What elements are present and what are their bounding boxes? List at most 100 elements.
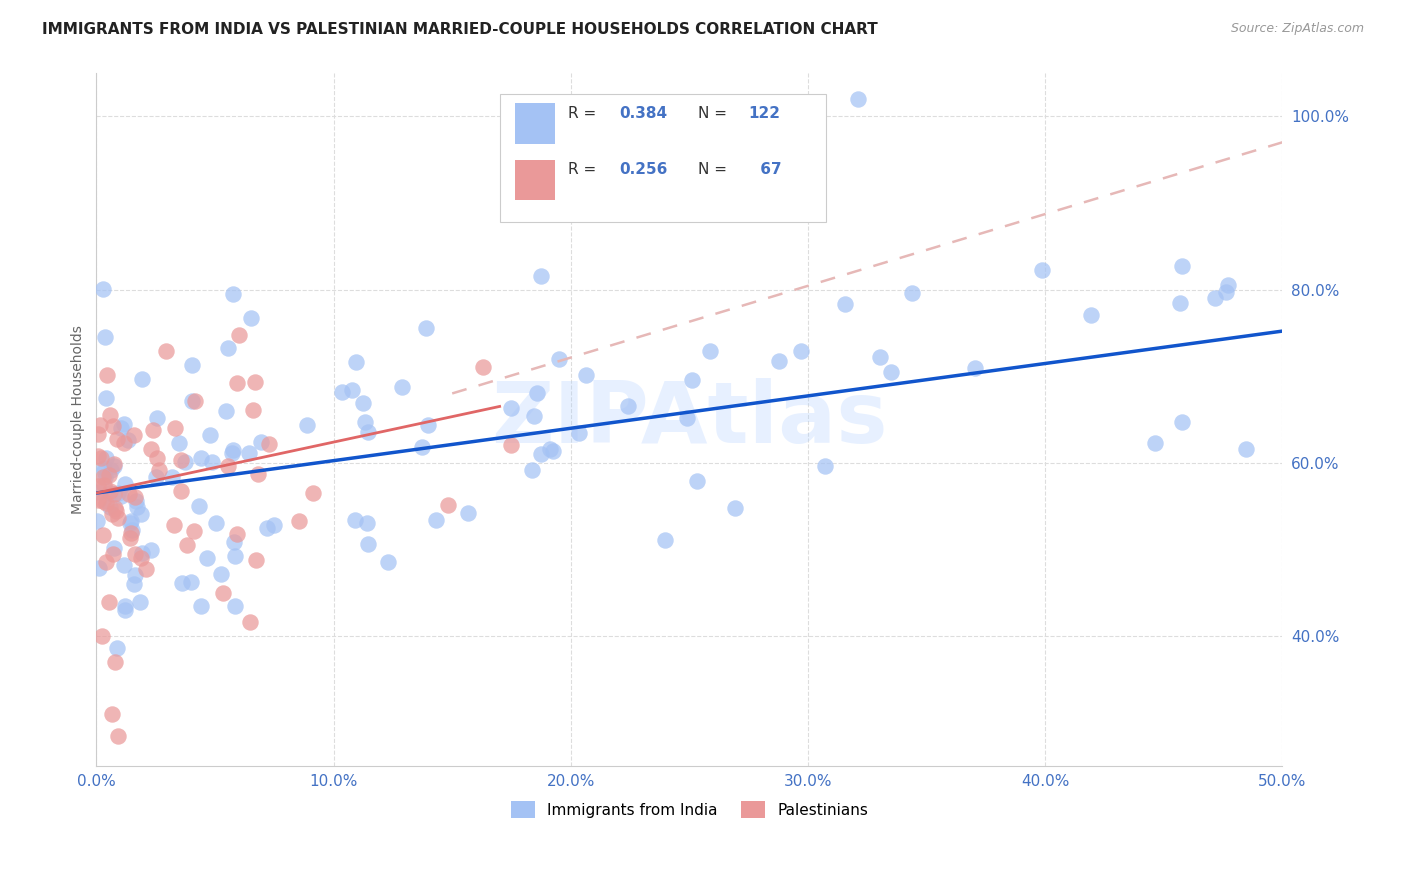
Point: [575, 368, 598, 382]
Point: [245, 375, 267, 389]
Point: [699, 343, 721, 358]
FancyBboxPatch shape: [499, 94, 825, 222]
Point: [127, 500, 149, 514]
Point: [122, 577, 145, 591]
Point: [901, 285, 924, 300]
Point: [146, 410, 169, 425]
Point: [174, 455, 197, 469]
Point: [98, 483, 121, 498]
Point: [103, 458, 125, 473]
Point: [87, 449, 110, 463]
Point: [148, 463, 170, 477]
Point: [681, 373, 703, 387]
Text: Source: ZipAtlas.com: Source: ZipAtlas.com: [1230, 22, 1364, 36]
Point: [616, 399, 638, 413]
Point: [221, 287, 243, 301]
Point: [103, 487, 125, 501]
Point: [124, 547, 146, 561]
Point: [240, 311, 263, 326]
Point: [105, 641, 128, 656]
Point: [93, 478, 115, 492]
Point: [416, 417, 439, 432]
Point: [155, 344, 177, 359]
Point: [499, 401, 522, 416]
Point: [301, 486, 323, 500]
Point: [1171, 415, 1194, 429]
Point: [118, 531, 141, 545]
Point: [105, 432, 128, 446]
Point: [377, 555, 399, 569]
Point: [176, 538, 198, 552]
Point: [101, 548, 124, 562]
Point: [162, 470, 184, 484]
Point: [183, 524, 205, 538]
Point: [100, 463, 122, 477]
Point: [129, 550, 152, 565]
Point: [131, 507, 153, 521]
Point: [184, 393, 207, 408]
Point: [288, 514, 311, 528]
Point: [239, 615, 262, 629]
Point: [104, 655, 127, 669]
Point: [107, 486, 129, 500]
Point: [103, 457, 125, 471]
Point: [94, 391, 117, 405]
Point: [198, 427, 221, 442]
Point: [1080, 308, 1102, 322]
Point: [91, 629, 114, 643]
Point: [526, 386, 548, 401]
Point: [89, 450, 111, 465]
Text: N =: N =: [697, 105, 731, 120]
Point: [96, 555, 118, 569]
Point: [205, 516, 228, 531]
Point: [163, 518, 186, 533]
Text: 67: 67: [755, 162, 782, 178]
Point: [834, 297, 856, 311]
Point: [415, 321, 437, 335]
Legend: Immigrants from India, Palestinians: Immigrants from India, Palestinians: [505, 795, 875, 824]
Point: [107, 510, 129, 524]
Point: [259, 437, 281, 451]
Point: [181, 358, 204, 372]
Point: [548, 352, 571, 367]
Point: [96, 368, 118, 383]
Point: [1215, 285, 1237, 299]
Point: [879, 365, 901, 379]
Point: [217, 341, 239, 355]
Point: [963, 361, 986, 376]
Point: [100, 706, 122, 721]
Point: [195, 551, 218, 566]
Point: [869, 350, 891, 364]
Point: [146, 450, 169, 465]
Point: [170, 575, 193, 590]
Point: [142, 423, 165, 437]
Point: [221, 446, 243, 460]
Point: [91, 283, 114, 297]
Point: [768, 354, 790, 368]
Point: [190, 451, 212, 466]
Point: [129, 595, 152, 609]
Point: [225, 526, 247, 541]
Point: [104, 500, 127, 515]
Point: [457, 506, 479, 520]
Point: [114, 417, 136, 431]
Point: [87, 478, 110, 492]
Text: ZIPAtlas: ZIPAtlas: [491, 378, 887, 461]
Point: [676, 411, 699, 425]
Point: [110, 489, 132, 503]
Point: [790, 343, 813, 358]
Point: [340, 383, 363, 397]
Y-axis label: Married-couple Households: Married-couple Households: [72, 325, 86, 514]
Point: [91, 470, 114, 484]
Point: [86, 514, 108, 528]
Point: [217, 458, 239, 473]
Point: [112, 435, 135, 450]
Point: [94, 470, 117, 484]
Point: [352, 395, 374, 409]
Point: [222, 534, 245, 549]
Point: [242, 403, 264, 417]
Point: [93, 464, 115, 478]
Point: [357, 425, 380, 439]
Point: [686, 474, 709, 488]
Point: [125, 494, 148, 508]
